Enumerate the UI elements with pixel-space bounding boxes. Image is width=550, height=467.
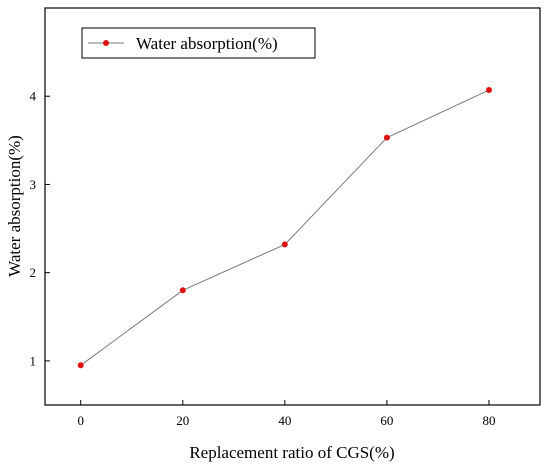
y-tick-label: 1: [30, 353, 37, 368]
x-axis-ticks: 0 20 40 60 80: [77, 400, 495, 428]
plot-frame: [44, 7, 541, 406]
legend-label: Water absorption(%): [136, 34, 278, 53]
y-axis-label: Water absorption(%): [5, 135, 24, 277]
data-point: [179, 287, 186, 294]
data-point: [383, 134, 390, 141]
data-point: [77, 362, 84, 369]
series-line: [80, 89, 490, 366]
x-tick-label: 60: [380, 413, 393, 428]
x-tick-label: 40: [278, 413, 291, 428]
x-tick-label: 20: [176, 413, 189, 428]
legend: Water absorption(%): [81, 27, 316, 59]
y-axis-ticks: 1 2 3 4: [30, 89, 50, 368]
data-point: [485, 87, 492, 94]
x-tick-label: 0: [77, 413, 84, 428]
y-tick-label: 3: [30, 177, 37, 192]
legend-marker: [103, 40, 109, 46]
y-tick-label: 4: [30, 89, 37, 104]
x-tick-label: 80: [482, 413, 495, 428]
y-tick-label: 2: [30, 265, 37, 280]
series-layer: [77, 87, 492, 369]
data-point: [281, 241, 288, 248]
x-axis-label: Replacement ratio of CGS(%): [189, 443, 394, 462]
